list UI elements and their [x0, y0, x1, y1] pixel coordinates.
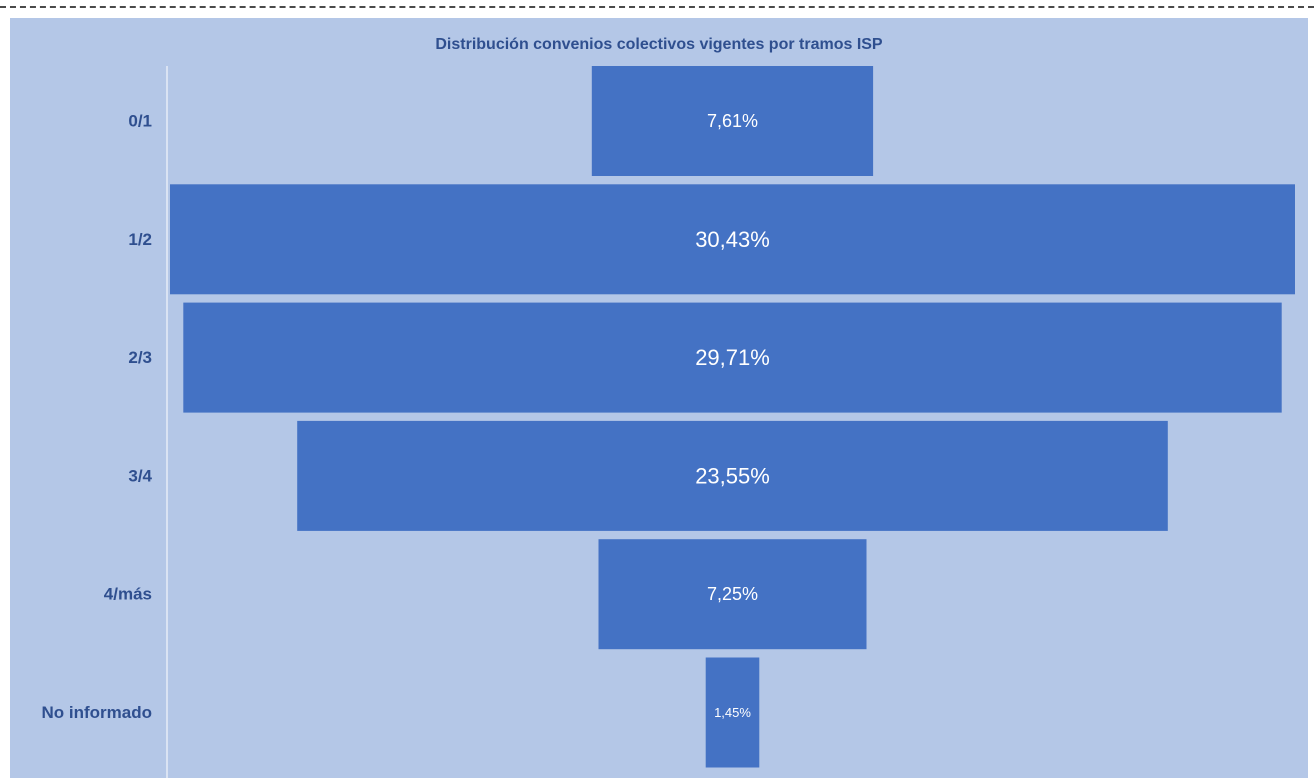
data-label: 7,25%	[707, 584, 758, 604]
funnel-bar	[598, 539, 867, 650]
data-label: 30,43%	[695, 227, 770, 252]
category-label: 4/más	[104, 585, 152, 604]
funnel-bar	[297, 420, 1168, 531]
data-label: 1,45%	[714, 705, 751, 720]
data-label: 7,61%	[707, 111, 758, 131]
funnel-chart: 0/1 7,61% 1/2 30,43% 2/3 29,71% 3/4 23,55% 4/más…	[42, 66, 1295, 778]
chart-title: Distribución convenios colectivos vigent…	[435, 36, 883, 53]
funnel-bar	[170, 184, 1295, 295]
category-label: 1/2	[128, 230, 152, 249]
funnel-bar	[183, 302, 1282, 413]
category-label: 0/1	[128, 112, 152, 131]
data-label: 23,55%	[695, 463, 770, 488]
category-label: No informado	[42, 703, 153, 722]
category-label: 3/4	[128, 466, 152, 485]
funnel-bar	[591, 66, 874, 176]
dashed-top-border	[0, 6, 1314, 8]
chart-area: Distribución convenios colectivos vigent…	[10, 18, 1308, 778]
category-label: 2/3	[128, 348, 152, 367]
funnel-bar	[705, 657, 760, 768]
data-label: 29,71%	[695, 345, 770, 370]
